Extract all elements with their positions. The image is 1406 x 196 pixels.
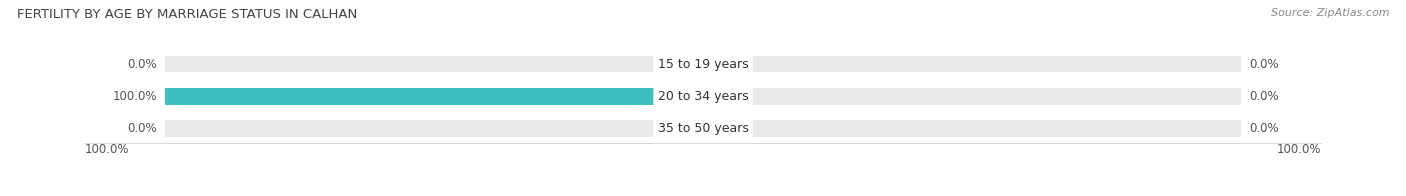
- Bar: [682, 120, 703, 137]
- Text: FERTILITY BY AGE BY MARRIAGE STATUS IN CALHAN: FERTILITY BY AGE BY MARRIAGE STATUS IN C…: [17, 8, 357, 21]
- Text: 0.0%: 0.0%: [1249, 122, 1278, 135]
- Bar: [165, 120, 703, 137]
- Text: 100.0%: 100.0%: [112, 90, 157, 103]
- Bar: [703, 120, 1241, 137]
- Text: 15 to 19 years: 15 to 19 years: [658, 58, 748, 71]
- Text: 0.0%: 0.0%: [1249, 58, 1278, 71]
- Text: 100.0%: 100.0%: [1277, 143, 1322, 156]
- Text: 0.0%: 0.0%: [128, 58, 157, 71]
- Text: 0.0%: 0.0%: [128, 122, 157, 135]
- Bar: [165, 88, 703, 105]
- Text: 20 to 34 years: 20 to 34 years: [658, 90, 748, 103]
- Bar: [703, 88, 724, 105]
- Text: 100.0%: 100.0%: [84, 143, 129, 156]
- Bar: [682, 56, 703, 73]
- Bar: [703, 88, 1241, 105]
- Text: Source: ZipAtlas.com: Source: ZipAtlas.com: [1271, 8, 1389, 18]
- Bar: [165, 88, 703, 105]
- Bar: [165, 56, 703, 73]
- Bar: [703, 56, 1241, 73]
- Text: 35 to 50 years: 35 to 50 years: [658, 122, 748, 135]
- Text: 0.0%: 0.0%: [1249, 90, 1278, 103]
- Bar: [703, 56, 724, 73]
- Bar: [682, 88, 703, 105]
- Bar: [703, 120, 724, 137]
